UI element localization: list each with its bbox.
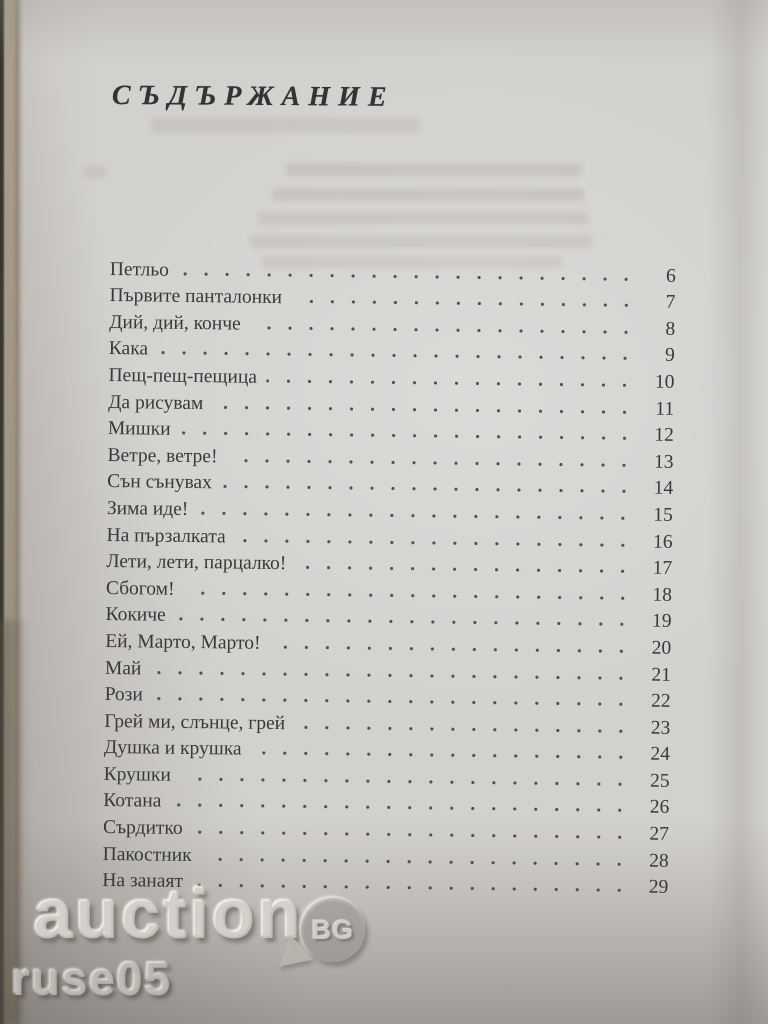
dot-leader [266,367,643,395]
bleedthrough-line [286,163,582,176]
toc-entry-title: Ветре, ветре! [107,444,218,468]
bleedthrough-line [152,118,420,133]
watermark-username: ruse05 [12,953,173,1005]
toc-entry-page: 28 [649,850,669,872]
toc-entry-page: 14 [653,478,674,500]
toc-entry-page: 29 [648,876,669,899]
toc-entry-page: 17 [652,557,673,580]
toc-entry-title: Грей ми, слънце, грей [104,710,286,734]
dot-leader [295,713,639,741]
toc-entry-page: 8 [665,318,676,340]
play-arrow-icon [279,934,319,976]
toc-entry-page: 11 [655,398,675,420]
toc-entry-title: Душка и крушка [103,737,242,760]
toc-entry-title: Рози [104,684,144,706]
toc-entry-page: 15 [653,504,673,526]
dot-leader [296,554,641,581]
toc-entry-page: 21 [651,664,672,686]
toc-entry-title: Дий, дий, конче [109,311,241,335]
table-of-contents: Петльо 6 Първите панталонки 7 Дий, дий, … [102,255,676,900]
toc-entry-page: 16 [652,531,673,553]
page-title: СЪДЪРЖАНИЕ [111,80,395,113]
dot-leader [192,872,637,900]
toc-entry-page: 13 [653,451,674,473]
bleedthrough-line [258,212,588,225]
bg-circle-badge: BG [301,898,365,962]
toc-entry-page: 12 [654,424,674,447]
bleedthrough-line [272,188,584,201]
toc-entry-title: Мишки [107,418,171,440]
toc-entry-title: Май [104,657,142,679]
toc-entry-title: Сърдитко [102,817,183,839]
dot-leader [291,288,644,315]
dot-leader [251,740,639,767]
toc-entry-title: Кокиче [105,604,166,627]
toc-entry-title: Пакостник [102,843,192,866]
toc-entry-title: Кака [108,338,149,360]
toc-entry-page: 18 [652,584,673,606]
toc-entry-page: 23 [650,717,671,739]
toc-entry-title: Сбогом! [105,577,175,600]
toc-entry-page: 19 [651,610,672,633]
toc-entry-title: Да рисувам [108,391,204,414]
toc-entry-title: Петльо [109,258,170,281]
toc-entry-page: 25 [649,770,670,792]
bleedthrough-line [84,166,106,178]
bleedthrough-line [250,235,592,248]
toc-entry-title: Пещ-пещ-пещица [108,364,258,388]
toc-entry-page: 22 [650,690,671,712]
toc-entry-page: 24 [650,743,671,766]
toc-entry-page: 26 [649,797,670,819]
toc-entry-title: Крушки [103,763,171,786]
watermark-badge-label: BG [311,914,355,945]
toc-entry-page: 6 [665,265,676,287]
toc-entry-page: 10 [654,371,675,393]
toc-entry-page: 27 [649,823,670,845]
toc-entry-title: На занаят [102,870,184,893]
book-edge-shadow [0,620,34,1024]
toc-entry-title: Първите панталонки [109,285,283,309]
toc-entry-title: Котана [103,790,162,813]
toc-entry-title: На пързалката [106,524,226,547]
toc-entry-page: 7 [665,291,676,314]
dot-leader [270,633,640,661]
toc-entry-page: 20 [651,637,672,659]
toc-entry-title: Ей, Марто, Марто! [105,630,261,654]
toc-entry-title: Лети, лети, парцалко! [106,551,287,575]
toc-entry-page: 9 [664,345,675,367]
toc-entry-title: Сън сънувах [107,471,213,494]
toc-entry-title: Зима иде! [106,497,189,520]
